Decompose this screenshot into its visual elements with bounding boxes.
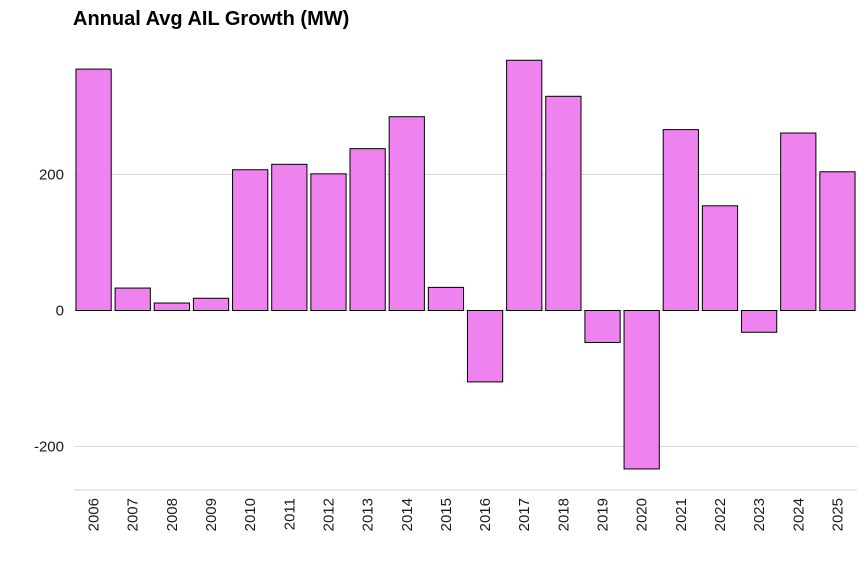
x-tick-label-2007: 2007 (125, 498, 142, 531)
bar-2012 (310, 173, 347, 311)
x-tick-label-2017: 2017 (516, 498, 533, 531)
bar-2009 (192, 297, 230, 312)
x-tick-label-2009: 2009 (203, 498, 220, 531)
bar-2022 (701, 205, 739, 311)
bar-2008 (153, 302, 190, 311)
bar-2017 (506, 59, 543, 312)
bar-2007 (114, 287, 151, 311)
grid-lines (74, 174, 857, 447)
x-tick-label-2016: 2016 (477, 498, 494, 531)
x-tick-label-2021: 2021 (673, 498, 690, 531)
bar-2024 (780, 132, 817, 311)
x-tick-label-2018: 2018 (555, 498, 572, 531)
y-tick-label-0: 0 (56, 303, 64, 320)
x-tick-label-2014: 2014 (399, 498, 416, 531)
bar-2025 (819, 171, 856, 311)
x-tick-label-2012: 2012 (320, 498, 337, 531)
bar-2016 (466, 310, 504, 383)
bar-2011 (271, 163, 308, 311)
bar-2021 (662, 129, 699, 311)
x-tick-label-2011: 2011 (281, 498, 298, 530)
x-tick-label-2015: 2015 (438, 498, 455, 531)
x-tick-label-2020: 2020 (634, 498, 651, 531)
x-tick-label-2025: 2025 (829, 498, 846, 531)
x-tick-label-2019: 2019 (595, 498, 612, 531)
chart-title: Annual Avg AIL Growth (MW) (73, 8, 350, 30)
x-tick-label-2010: 2010 (242, 498, 259, 531)
y-tick-label-200: 200 (39, 167, 64, 184)
bar-2014 (388, 116, 425, 311)
y-tick-labels: -200 0 200 (34, 167, 64, 456)
bar-2006 (75, 68, 112, 311)
x-tick-labels: 2006 2007 2008 2009 2010 2011 2012 2013 2014 2015… (86, 498, 847, 531)
x-tick-label-2013: 2013 (360, 498, 377, 531)
x-tick-label-2023: 2023 (751, 498, 768, 531)
x-tick-label-2006: 2006 (86, 498, 103, 531)
bar-2019 (584, 310, 621, 343)
bar-2020 (623, 310, 660, 470)
y-tick-label--200: -200 (34, 439, 64, 456)
bar-2013 (349, 148, 386, 311)
bar-2010 (232, 169, 269, 311)
x-tick-label-2022: 2022 (712, 498, 729, 531)
bar-2018 (545, 95, 582, 311)
x-tick-label-2008: 2008 (164, 498, 181, 531)
bar-2015 (427, 286, 465, 312)
x-tick-label-2024: 2024 (790, 498, 807, 531)
bar-2023 (741, 310, 778, 333)
bars (75, 59, 856, 470)
